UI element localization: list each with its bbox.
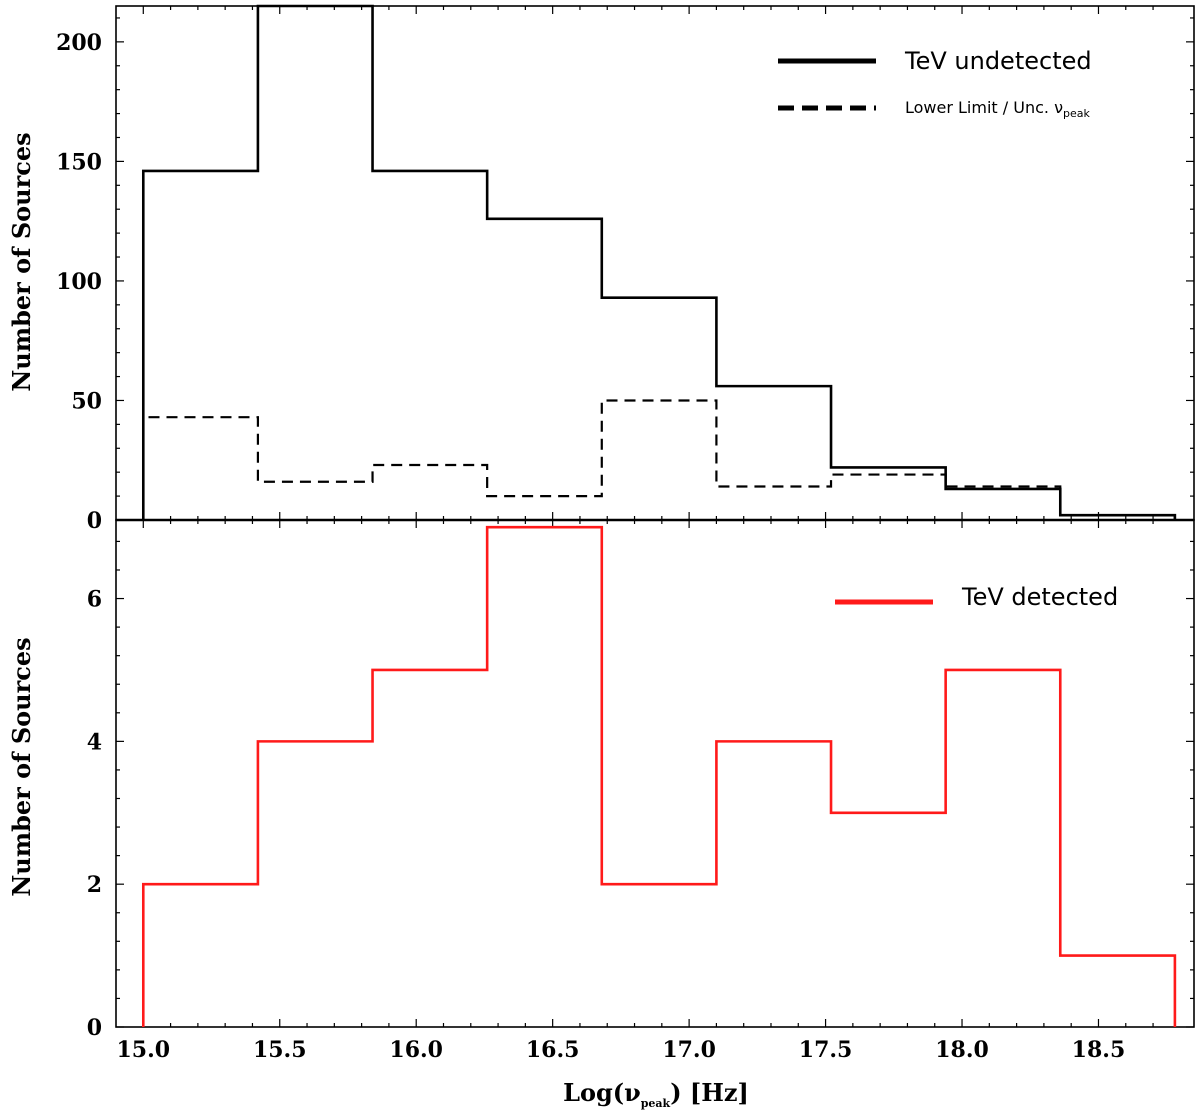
top-y-tick-label-2: 100 [56, 269, 102, 295]
x-axis-label: Log(νpeak) [Hz] [563, 1078, 749, 1110]
legend-label-lower-limit-main: Lower Limit / Unc. ν [905, 98, 1063, 117]
x-tick-label-5: 17.5 [799, 1037, 853, 1063]
top-axis-ticks: 0 50 100 150 200 [56, 6, 1194, 534]
x-axis-label-subscript: peak [641, 1097, 671, 1110]
bottom-y-tick-label-3: 6 [87, 587, 102, 613]
top-y-tick-label-0: 0 [87, 508, 102, 534]
x-tick-label-2: 16.0 [389, 1037, 443, 1063]
x-tick-label-7: 18.5 [1072, 1037, 1126, 1063]
bottom-y-tick-label-0: 0 [87, 1015, 102, 1041]
top-panel-frame [115, 5, 1195, 521]
bottom-series-0-line [141, 525, 1177, 1027]
legend-label-undetected: TeV undetected [904, 47, 1092, 75]
bottom-legend: TeV detected [835, 583, 1118, 611]
top-y-axis-label: Number of Sources [7, 132, 36, 391]
top-y-tick-label-4: 200 [56, 30, 102, 56]
bottom-y-axis-label: Number of Sources [7, 637, 36, 896]
x-axis-label-suffix: ) [Hz] [670, 1078, 749, 1107]
legend-label-lower-limit-subscript: peak [1063, 107, 1090, 120]
top-series-1-line [142, 399, 1176, 520]
x-tick-label-6: 18.0 [935, 1037, 989, 1063]
top-y-tick-label-3: 150 [56, 149, 102, 175]
bottom-axis-ticks: 15.0 15.5 16.0 16.5 17.0 17.5 18.0 18.5 0 2 4 6 [87, 520, 1194, 1063]
x-tick-label-3: 16.5 [526, 1037, 580, 1063]
top-series [141, 4, 1177, 520]
top-legend: TeV undetected Lower Limit / Unc. νpeak [778, 47, 1092, 120]
top-series-0-line [141, 4, 1177, 520]
x-tick-label-4: 17.0 [662, 1037, 716, 1063]
x-tick-label-0: 15.0 [116, 1037, 170, 1063]
bottom-y-tick-label-1: 2 [87, 872, 102, 898]
top-y-tick-label-1: 50 [71, 388, 102, 414]
bottom-series [141, 525, 1177, 1027]
bottom-y-tick-label-2: 4 [87, 729, 102, 755]
legend-label-detected: TeV detected [961, 583, 1118, 611]
x-tick-label-1: 15.5 [253, 1037, 307, 1063]
x-axis-label-main: Log(ν [563, 1078, 641, 1107]
legend-label-lower-limit: Lower Limit / Unc. νpeak [905, 98, 1090, 121]
